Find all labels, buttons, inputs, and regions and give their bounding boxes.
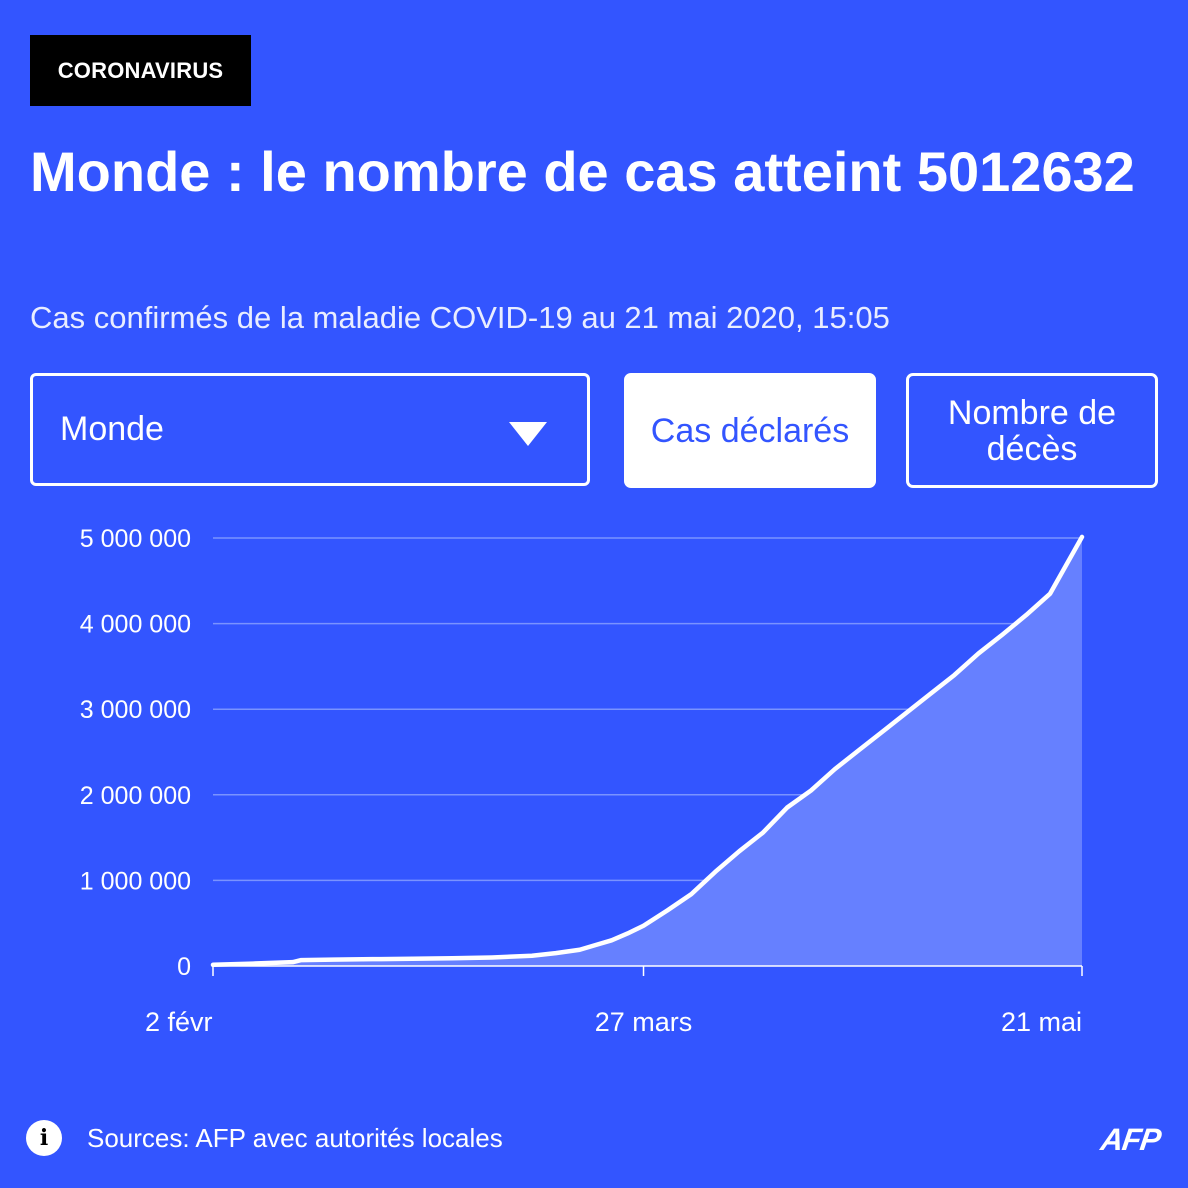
chart-subtitle: Cas confirmés de la maladie COVID-19 au …: [30, 300, 890, 335]
x-tick-label: 27 mars: [595, 1007, 693, 1037]
y-tick-label: 0: [177, 953, 191, 981]
deaths-button[interactable]: Nombre de décès: [906, 373, 1158, 488]
afp-logo: AFP: [1098, 1122, 1163, 1157]
info-icon[interactable]: i: [26, 1120, 62, 1156]
region-select-value: Monde: [60, 410, 164, 448]
chevron-down-icon: [509, 422, 547, 446]
y-tick-label: 4 000 000: [80, 611, 191, 639]
series-area: [213, 536, 1082, 966]
series-line: [210, 534, 1085, 968]
y-tick-label: 5 000 000: [80, 525, 191, 553]
cases-button[interactable]: Cas déclarés: [624, 373, 876, 488]
x-tick-label: 21 mai: [1001, 1007, 1082, 1037]
x-tick-label: 2 févr: [145, 1007, 213, 1037]
topic-tag: CORONAVIRUS: [30, 35, 251, 106]
y-tick-label: 3 000 000: [80, 696, 191, 724]
deaths-button-label: Nombre de décès: [947, 393, 1117, 468]
region-select[interactable]: Monde: [30, 373, 590, 486]
source-text: Sources: AFP avec autorités locales: [87, 1123, 503, 1153]
y-tick-label: 2 000 000: [80, 782, 191, 810]
y-tick-label: 1 000 000: [80, 867, 191, 895]
cases-button-label: Cas déclarés: [650, 411, 850, 450]
chart-title: Monde : le nombre de cas atteint 5012632: [30, 140, 1135, 203]
cases-area-chart: 0 1 000 000 2 000 000 3 000 000 4 000 000 5 0…: [80, 525, 1085, 1037]
